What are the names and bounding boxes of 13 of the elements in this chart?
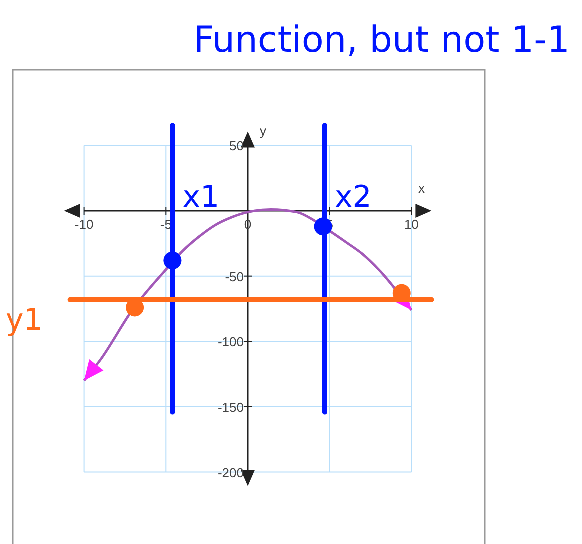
y-tick-label: 50 bbox=[230, 138, 244, 154]
ref-line-label: y1 bbox=[6, 302, 43, 338]
ref-line-label: x1 bbox=[182, 180, 220, 216]
x-tick-label: 10 bbox=[404, 217, 419, 232]
ref-line-label: x2 bbox=[334, 180, 372, 216]
x-axis-title: x bbox=[418, 181, 426, 196]
y-tick-label: -50 bbox=[225, 269, 244, 284]
x-tick-label: -10 bbox=[74, 217, 94, 232]
chart-title: Function, but not 1-1 bbox=[194, 20, 570, 61]
y-tick-label: -200 bbox=[218, 465, 244, 480]
y-tick-label: -100 bbox=[218, 334, 244, 350]
y-tick-label: -150 bbox=[218, 400, 244, 415]
y-axis-title: y bbox=[260, 124, 267, 139]
